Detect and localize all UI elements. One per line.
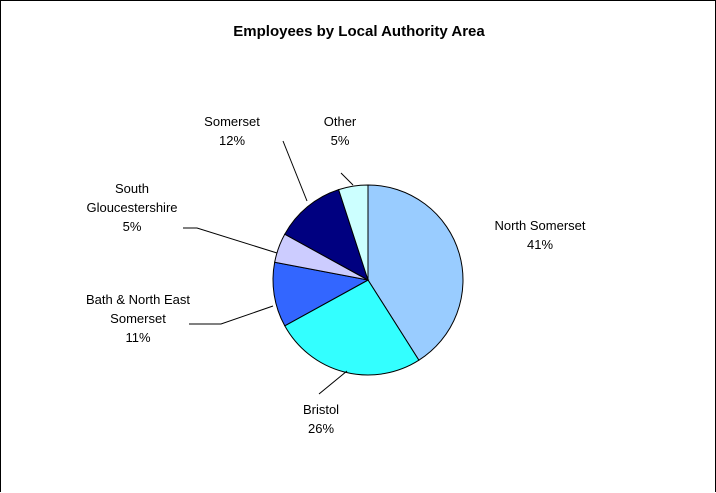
slice-label-south-gloucestershire: South Gloucestershire 5% bbox=[86, 181, 177, 234]
pie-slice-north-somerset bbox=[367, 184, 464, 361]
slice-percent-south-gloucestershire: 5% bbox=[123, 219, 142, 234]
slice-percent-bath-and-north-east-somerset: 11% bbox=[125, 330, 150, 345]
slice-label-somerset: Somerset 12% bbox=[204, 114, 260, 148]
leader-line-other bbox=[340, 172, 354, 186]
slice-name-somerset: Somerset bbox=[204, 114, 260, 129]
slice-percent-other: 5% bbox=[331, 133, 350, 148]
slice-percent-bristol: 26% bbox=[308, 421, 334, 436]
leader-line-south-gloucestershire bbox=[183, 227, 278, 254]
pie-slice-somerset bbox=[284, 189, 369, 282]
pie-slice-bath-and-north-east-somerset bbox=[272, 261, 370, 327]
leader-line-bath-and-north-east-somerset bbox=[189, 305, 274, 325]
slice-name-bristol: Bristol bbox=[303, 402, 339, 417]
slice-percent-somerset: 12% bbox=[219, 133, 245, 148]
slice-name-north-somerset: North Somerset bbox=[494, 218, 585, 233]
chart-title: Employees by Local Authority Area bbox=[233, 23, 485, 40]
slice-percent-north-somerset: 41% bbox=[527, 237, 553, 252]
slice-label-other: Other 5% bbox=[324, 114, 357, 148]
slice-label-bristol: Bristol 26% bbox=[303, 402, 339, 436]
slice-label-north-somerset: North Somerset 41% bbox=[494, 218, 585, 252]
slice-name-south-gloucestershire: South bbox=[115, 181, 149, 196]
slice-label-bath-and-north-east-somerset: Bath & North East Somerset 11% bbox=[86, 292, 190, 345]
pie-slice-other bbox=[338, 184, 369, 281]
slice-name-bath-and-north-east-somerset: Somerset bbox=[110, 311, 166, 326]
leader-line-somerset bbox=[282, 140, 308, 202]
slice-name-bath-and-north-east-somerset: Bath & North East bbox=[86, 292, 190, 307]
leader-line-bristol bbox=[318, 370, 348, 395]
pie-slice-bristol bbox=[284, 279, 420, 376]
slice-name-south-gloucestershire: Gloucestershire bbox=[86, 200, 177, 215]
slice-name-other: Other bbox=[324, 114, 357, 129]
